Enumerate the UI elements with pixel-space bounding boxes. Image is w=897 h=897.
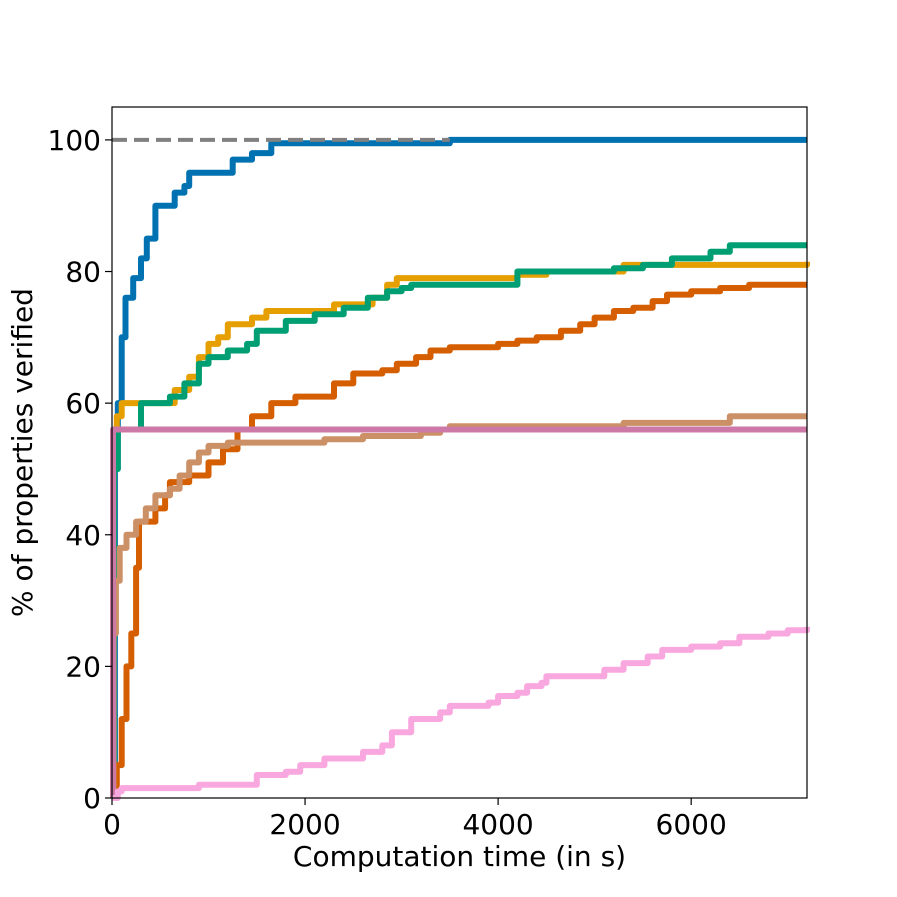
y-tick-label: 0	[83, 782, 101, 815]
x-tick-label: 6000	[656, 808, 727, 841]
y-tick-label: 60	[65, 387, 101, 420]
y-tick-label: 80	[65, 256, 101, 289]
series-line-2	[110, 261, 810, 801]
series-line-6	[110, 426, 807, 801]
y-tick-label: 40	[65, 519, 101, 552]
y-axis-title: % of properties verified	[6, 288, 39, 617]
x-tick-label: 0	[103, 808, 121, 841]
tick-layer: 0 2000 4000 6000 0 20 40 60 80 100	[48, 124, 727, 841]
series-line-7	[112, 626, 810, 801]
series-line-5	[110, 413, 807, 801]
y-tick-label: 20	[65, 650, 101, 683]
x-tick-label: 2000	[269, 808, 340, 841]
y-tick-label: 100	[48, 124, 101, 157]
series-line-4	[112, 281, 807, 801]
plot-frame	[111, 106, 808, 799]
series-layer	[110, 136, 810, 801]
x-tick-label: 4000	[462, 808, 533, 841]
series-line-1	[111, 136, 807, 801]
series-line-3	[110, 242, 807, 801]
x-axis-title: Computation time (in s)	[293, 840, 626, 873]
